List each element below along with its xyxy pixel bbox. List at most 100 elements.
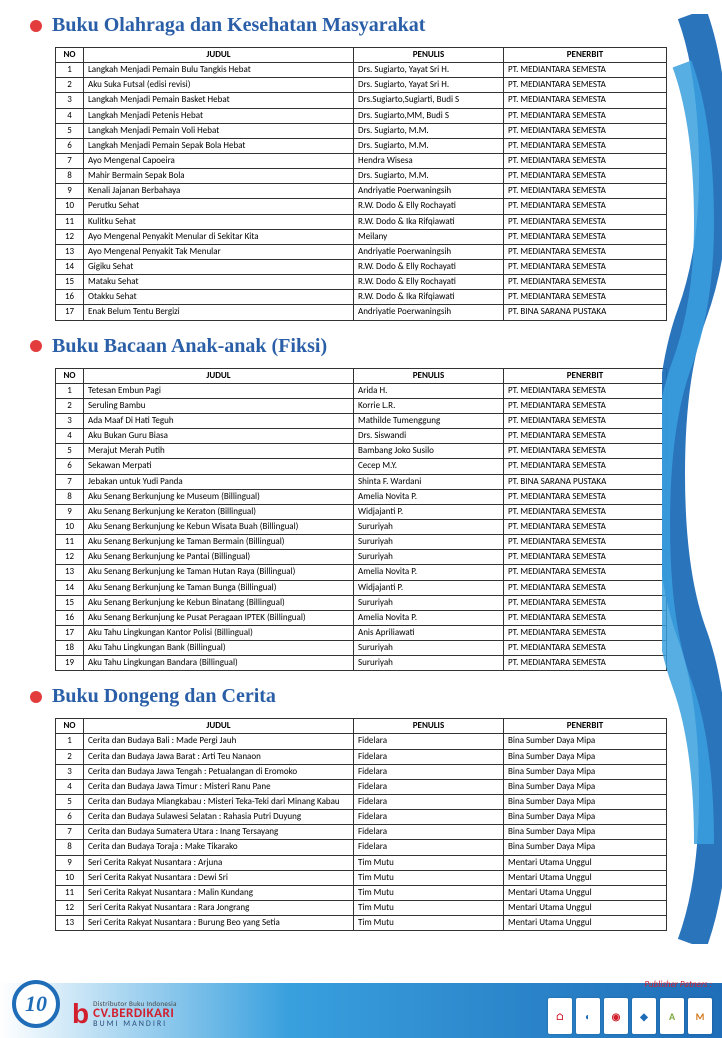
table-cell: PT. MEDIANTARA SEMESTA xyxy=(504,383,667,398)
table-row: 9Kenali Jajanan BerbahayaAndriyatie Poer… xyxy=(56,184,667,199)
table-cell: PT. MEDIANTARA SEMESTA xyxy=(504,641,667,656)
table-cell: Sururiyah xyxy=(354,656,504,671)
table-cell: PT. MEDIANTARA SEMESTA xyxy=(504,229,667,244)
table-cell: 4 xyxy=(56,429,84,444)
table-cell: Cerita dan Budaya Toraja : Make Tikarako xyxy=(84,840,354,855)
table-row: 11Seri Cerita Rakyat Nusantara : Malin K… xyxy=(56,885,667,900)
footer: 10 b Distributor Buku Indonesia CV.BERDI… xyxy=(0,960,722,1038)
table-cell: 12 xyxy=(56,229,84,244)
table-cell: PT. MEDIANTARA SEMESTA xyxy=(504,78,667,93)
table-cell: Tetesan Embun Pagi xyxy=(84,383,354,398)
table-cell: PT. MEDIANTARA SEMESTA xyxy=(504,489,667,504)
table-row: 4Aku Bukan Guru BiasaDrs. SiswandiPT. ME… xyxy=(56,429,667,444)
table-cell: 19 xyxy=(56,656,84,671)
table-row: 15Aku Senang Berkunjung ke Kebun Binatan… xyxy=(56,595,667,610)
table-row: 5Merajut Merah PutihBambang Joko SusiloP… xyxy=(56,444,667,459)
table-row: 6Langkah Menjadi Pemain Sepak Bola Hebat… xyxy=(56,138,667,153)
table-cell: Otakku Sehat xyxy=(84,290,354,305)
partner-logo: ◆ xyxy=(632,998,656,1034)
table-cell: PT. MEDIANTARA SEMESTA xyxy=(504,184,667,199)
table-cell: 11 xyxy=(56,535,84,550)
table-row: 1Tetesan Embun PagiArida H.PT. MEDIANTAR… xyxy=(56,383,667,398)
table-cell: 2 xyxy=(56,398,84,413)
table-cell: PT. MEDIANTARA SEMESTA xyxy=(504,429,667,444)
table-cell: 3 xyxy=(56,93,84,108)
table-row: 4Langkah Menjadi Petenis HebatDrs. Sugia… xyxy=(56,108,667,123)
table-cell: PT. MEDIANTARA SEMESTA xyxy=(504,290,667,305)
table-header: PENERBIT xyxy=(504,719,667,734)
table-cell: 17 xyxy=(56,625,84,640)
table-cell: Amelia Novita P. xyxy=(354,489,504,504)
table-cell: Tim Mutu xyxy=(354,885,504,900)
table-cell: Fidelara xyxy=(354,779,504,794)
table-cell: PT. MEDIANTARA SEMESTA xyxy=(504,595,667,610)
table-cell: Meilany xyxy=(354,229,504,244)
table-row: 7Ayo Mengenal CapoeiraHendra WisesaPT. M… xyxy=(56,153,667,168)
table-cell: PT. MEDIANTARA SEMESTA xyxy=(504,153,667,168)
table-cell: PT. MEDIANTARA SEMESTA xyxy=(504,444,667,459)
table-cell: 18 xyxy=(56,641,84,656)
table-cell: Aku Senang Berkunjung ke Pantai (Billing… xyxy=(84,550,354,565)
data-table: NOJUDULPENULISPENERBIT1Tetesan Embun Pag… xyxy=(55,368,667,672)
table-cell: Aku Tahu Lingkungan Kantor Polisi (Billi… xyxy=(84,625,354,640)
table-cell: Kenali Jajanan Berbahaya xyxy=(84,184,354,199)
table-header: PENULIS xyxy=(354,368,504,383)
table-cell: Shinta F. Wardani xyxy=(354,474,504,489)
table-row: 10Seri Cerita Rakyat Nusantara : Dewi Sr… xyxy=(56,870,667,885)
table-cell: Bina Sumber Daya Mipa xyxy=(504,840,667,855)
table-cell: Anis Apriliawati xyxy=(354,625,504,640)
partners-label: Publisher Patners : xyxy=(644,979,712,990)
table-row: 2Cerita dan Budaya Jawa Barat : Arti Teu… xyxy=(56,749,667,764)
table-cell: Andriyatie Poerwaningsih xyxy=(354,244,504,259)
table-cell: Mahir Bermain Sepak Bola xyxy=(84,169,354,184)
table-cell: Aku Senang Berkunjung ke Kebun Binatang … xyxy=(84,595,354,610)
table-cell: Sururiyah xyxy=(354,535,504,550)
table-cell: 11 xyxy=(56,214,84,229)
table-cell: 9 xyxy=(56,855,84,870)
table-cell: Aku Senang Berkunjung ke Taman Bunga (Bi… xyxy=(84,580,354,595)
table-header: NO xyxy=(56,48,84,63)
table-cell: 9 xyxy=(56,504,84,519)
table-cell: R.W. Dodo & Ika Rifqiawati xyxy=(354,290,504,305)
table-header: NO xyxy=(56,719,84,734)
bullet-icon xyxy=(30,340,42,352)
table-cell: Cerita dan Budaya Miangkabau : Misteri T… xyxy=(84,795,354,810)
table-cell: Fidelara xyxy=(354,764,504,779)
table-cell: 5 xyxy=(56,444,84,459)
table-cell: Drs.Sugiarto,Sugiarti, Budi S xyxy=(354,93,504,108)
table-cell: 11 xyxy=(56,885,84,900)
table-cell: PT. MEDIANTARA SEMESTA xyxy=(504,519,667,534)
table-cell: Drs. Siswandi xyxy=(354,429,504,444)
table-cell: 6 xyxy=(56,810,84,825)
table-cell: Sururiyah xyxy=(354,641,504,656)
section-heading: Buku Dongeng dan Cerita xyxy=(30,685,722,708)
table-row: 8Cerita dan Budaya Toraja : Make Tikarak… xyxy=(56,840,667,855)
table-header: JUDUL xyxy=(84,48,354,63)
table-cell: 10 xyxy=(56,870,84,885)
table-cell: Bina Sumber Daya Mipa xyxy=(504,795,667,810)
table-cell: 16 xyxy=(56,610,84,625)
table-header: PENERBIT xyxy=(504,368,667,383)
table-cell: PT. MEDIANTARA SEMESTA xyxy=(504,625,667,640)
table-cell: 8 xyxy=(56,169,84,184)
table-cell: Cecep M.Y. xyxy=(354,459,504,474)
table-row: 6Sekawan MerpatiCecep M.Y.PT. MEDIANTARA… xyxy=(56,459,667,474)
table-cell: Aku Senang Berkunjung ke Keraton (Billin… xyxy=(84,504,354,519)
table-cell: Drs. Sugiarto, Yayat Sri H. xyxy=(354,78,504,93)
table-cell: 14 xyxy=(56,580,84,595)
table-cell: 5 xyxy=(56,123,84,138)
table-cell: Andriyatie Poerwaningsih xyxy=(354,305,504,320)
table-cell: Sekawan Merpati xyxy=(84,459,354,474)
table-cell: R.W. Dodo & Elly Rochayati xyxy=(354,275,504,290)
table-row: 1Langkah Menjadi Pemain Bulu Tangkis Heb… xyxy=(56,63,667,78)
table-cell: 9 xyxy=(56,184,84,199)
table-cell: 7 xyxy=(56,825,84,840)
table-cell: 12 xyxy=(56,550,84,565)
table-header: NO xyxy=(56,368,84,383)
table-cell: Cerita dan Budaya Bali : Made Pergi Jauh xyxy=(84,734,354,749)
table-cell: Merajut Merah Putih xyxy=(84,444,354,459)
table-cell: Mentari Utama Unggul xyxy=(504,855,667,870)
table-cell: Drs. Sugiarto, Yayat Sri H. xyxy=(354,63,504,78)
table-row: 8Mahir Bermain Sepak BolaDrs. Sugiarto, … xyxy=(56,169,667,184)
table-row: 17Aku Tahu Lingkungan Kantor Polisi (Bil… xyxy=(56,625,667,640)
